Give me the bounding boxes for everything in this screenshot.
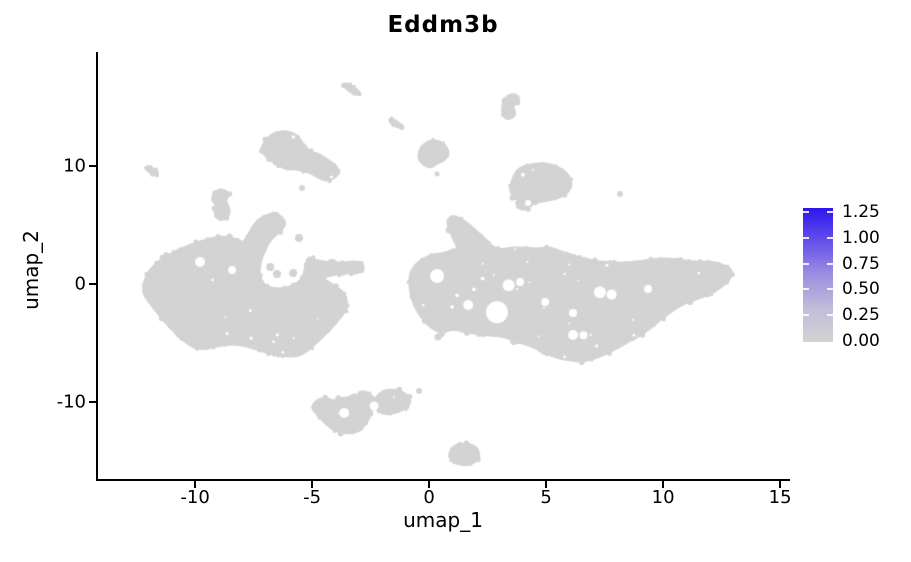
legend-tick-mark <box>827 288 833 291</box>
plot-title: Eddm3b <box>387 12 499 38</box>
legend-tick-label: 0.25 <box>842 305 880 326</box>
legend-tick-mark <box>803 288 809 291</box>
x-tick-mark <box>428 481 431 488</box>
y-tick-mark <box>89 400 96 403</box>
legend-tick-label: 0.00 <box>842 331 880 351</box>
x-tick-mark <box>779 481 782 488</box>
x-tick-mark <box>545 481 548 488</box>
y-tick-mark <box>89 282 96 285</box>
x-tick-mark <box>194 481 197 488</box>
x-tick-mark <box>662 481 665 488</box>
legend-tick-mark <box>803 236 809 239</box>
x-tick-mark <box>311 481 314 488</box>
y-tick-label: 0 <box>74 273 86 295</box>
legend-tick-mark <box>827 211 833 213</box>
legend-tick-mark <box>803 314 809 317</box>
legend-tick-mark <box>827 236 833 239</box>
legend-tick-mark <box>827 314 833 317</box>
x-tick-label: 0 <box>423 487 435 508</box>
legend-tick-label: 1.00 <box>842 227 880 248</box>
x-axis-label: umap_1 <box>403 508 483 532</box>
y-tick-label: 10 <box>63 155 86 177</box>
y-tick-label: -10 <box>56 391 86 413</box>
colorbar-gradient <box>803 208 833 342</box>
x-tick-label: 5 <box>540 487 552 508</box>
legend-tick-label: 1.25 <box>842 202 880 222</box>
legend-tick-label: 0.75 <box>842 253 880 274</box>
x-tick-label: -5 <box>303 487 322 508</box>
y-axis-label: umap_2 <box>19 230 43 310</box>
legend-tick-mark <box>803 211 809 213</box>
x-tick-label: 15 <box>768 487 792 508</box>
x-axis-line <box>96 479 790 481</box>
x-tick-label: 10 <box>651 487 675 508</box>
x-tick-label: -10 <box>180 487 210 508</box>
y-axis-line <box>96 52 98 481</box>
legend-tick-label: 0.50 <box>842 279 880 300</box>
y-tick-mark <box>89 164 96 167</box>
legend-tick-mark <box>827 262 833 265</box>
legend-tick-mark <box>803 262 809 265</box>
